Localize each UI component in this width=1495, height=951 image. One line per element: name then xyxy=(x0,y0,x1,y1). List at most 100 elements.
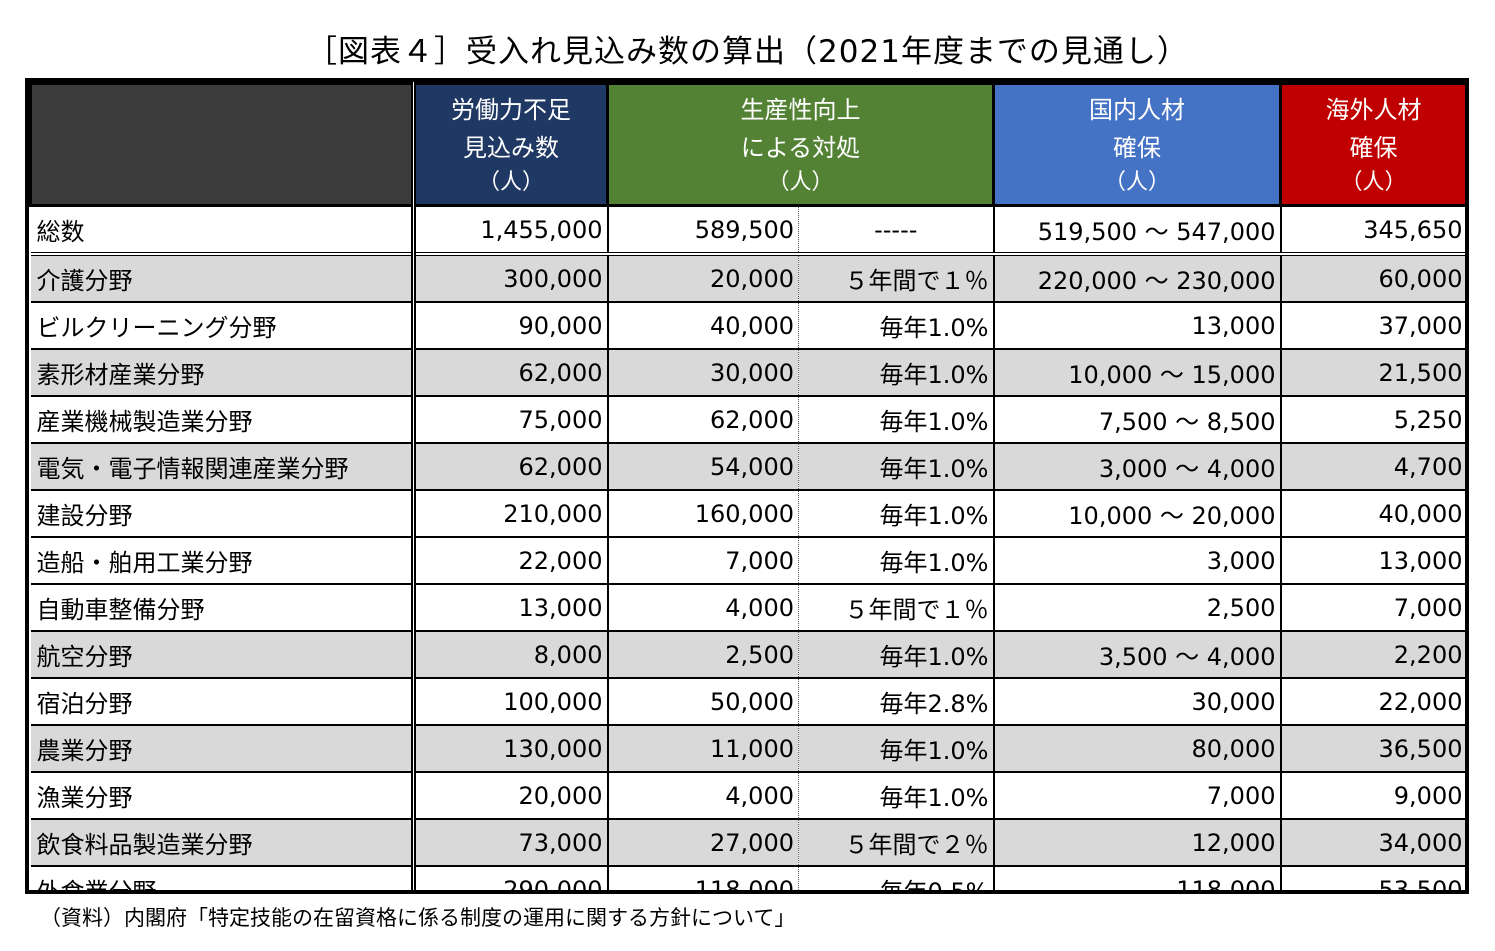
row-name-cell: 自動車整備分野 xyxy=(30,584,416,632)
table-row: 飲食料品製造業分野 73,000 27,000 ５年間で２％ 12,000 34,000 xyxy=(30,819,1465,867)
labor-shortage-cell: 1,455,000 xyxy=(412,205,608,256)
table-row: 外食業分野 290,000 118,000 毎年0.5% 118,000 53,500 xyxy=(30,866,1465,894)
domestic-cell: 12,000 xyxy=(992,819,1281,867)
domestic-cell: 3,000 ～ 4,000 xyxy=(992,443,1281,491)
header-productivity-line1: 生産性向上 xyxy=(740,95,861,124)
overseas-cell: 7,000 xyxy=(1279,584,1465,632)
productivity-value-cell: 30,000 xyxy=(606,349,799,397)
labor-shortage-cell: 62,000 xyxy=(412,349,608,397)
productivity-rate-cell: 毎年1.0% xyxy=(798,396,994,444)
overseas-cell: 345,650 xyxy=(1279,205,1465,256)
overseas-cell: 13,000 xyxy=(1279,537,1465,585)
header-overseas: 海外人材 確保 （人） xyxy=(1279,82,1465,207)
productivity-value-cell: 20,000 xyxy=(606,254,799,303)
table-row: 航空分野 8,000 2,500 毎年1.0% 3,500 ～ 4,000 2,200 xyxy=(30,631,1465,679)
domestic-cell: 3,500 ～ 4,000 xyxy=(992,631,1281,679)
labor-shortage-cell: 73,000 xyxy=(412,819,608,867)
productivity-rate-cell: ----- xyxy=(798,205,994,256)
row-name-cell: 電気・電子情報関連産業分野 xyxy=(30,443,416,491)
overseas-cell: 2,200 xyxy=(1279,631,1465,679)
row-name-cell: 漁業分野 xyxy=(30,772,416,820)
productivity-rate-cell: ５年間で２％ xyxy=(798,819,994,867)
domestic-cell: 10,000 ～ 20,000 xyxy=(992,490,1281,538)
table-row: 産業機械製造業分野 75,000 62,000 毎年1.0% 7,500 ～ 8,500… xyxy=(30,396,1465,444)
header-domestic-line1: 国内人材 xyxy=(1089,95,1185,124)
overseas-cell: 22,000 xyxy=(1279,678,1465,726)
data-table-frame: 労働力不足 見込み数 （人） 生産性向上 による対処 （人） 国内人材 確保 （… xyxy=(25,78,1469,894)
row-name-cell: 産業機械製造業分野 xyxy=(30,396,416,444)
row-name-cell: ビルクリーニング分野 xyxy=(30,302,416,350)
productivity-rate-cell: 毎年0.5% xyxy=(879,878,989,894)
productivity-rate-cell: 毎年1.0% xyxy=(798,772,994,820)
table-row-total: 総数 1,455,000 589,500 ----- 519,500 ～ 547,000… xyxy=(30,205,1465,256)
table-row: 漁業分野 20,000 4,000 毎年1.0% 7,000 9,000 xyxy=(30,772,1465,820)
productivity-value-cell: 54,000 xyxy=(606,443,799,491)
header-overseas-line1: 海外人材 xyxy=(1325,95,1422,124)
productivity-rate-cell: 毎年2.8% xyxy=(798,678,994,726)
productivity-value-cell: 2,500 xyxy=(606,631,799,679)
overseas-cell: 34,000 xyxy=(1279,819,1465,867)
table-row: 介護分野 300,000 20,000 ５年間で１％ 220,000 ～ 230,000… xyxy=(30,254,1465,303)
domestic-cell: 519,500 ～ 547,000 xyxy=(992,205,1281,256)
productivity-value-cell: 50,000 xyxy=(606,678,799,726)
productivity-value-cell: 27,000 xyxy=(606,819,799,867)
overseas-cell: 9,000 xyxy=(1279,772,1465,820)
domestic-cell: 220,000 ～ 230,000 xyxy=(992,254,1281,303)
overseas-cell: 36,500 xyxy=(1279,725,1465,773)
productivity-rate-cell: 毎年1.0% xyxy=(798,631,994,679)
chart-title: ［図表４］受入れ見込み数の算出（2021年度までの見通し） xyxy=(306,34,1189,70)
overseas-cell: 40,000 xyxy=(1279,490,1465,538)
productivity-value-cell: 160,000 xyxy=(606,490,799,538)
domestic-cell: 80,000 xyxy=(992,725,1281,773)
header-labor-line2: 見込み数 xyxy=(463,133,559,162)
productivity-rate-cell: 毎年1.0% xyxy=(798,490,994,538)
domestic-cell: 7,500 ～ 8,500 xyxy=(992,396,1281,444)
productivity-rate-cell: 毎年1.0% xyxy=(798,349,994,397)
productivity-value-cell: 7,000 xyxy=(606,537,799,585)
header-productivity-line2: による対処 xyxy=(740,133,861,162)
productivity-rate-cell: 毎年1.0% xyxy=(798,443,994,491)
header-labor-unit: （人） xyxy=(477,169,544,195)
header-overseas-line2: 確保 xyxy=(1349,133,1398,162)
table-row: 宿泊分野 100,000 50,000 毎年2.8% 30,000 22,000 xyxy=(30,678,1465,726)
table-body: 総数 1,455,000 589,500 ----- 519,500 ～ 547,000… xyxy=(30,205,1465,894)
productivity-rate-cell: 毎年1.0% xyxy=(798,302,994,350)
header-productivity-unit: （人） xyxy=(767,169,834,195)
productivity-value-cell: 118,000 xyxy=(606,866,799,890)
table-row: 農業分野 130,000 11,000 毎年1.0% 80,000 36,500 xyxy=(30,725,1465,773)
productivity-rate-cell: ５年間で１％ xyxy=(798,584,994,632)
row-name-cell: 素形材産業分野 xyxy=(30,349,416,397)
productivity-value-cell: 589,500 xyxy=(606,205,799,256)
row-name-cell: 造船・舶用工業分野 xyxy=(30,537,416,585)
row-name-cell: 航空分野 xyxy=(30,631,416,679)
row-name-cell: 外食業分野 xyxy=(30,866,416,890)
data-table: 労働力不足 見込み数 （人） 生産性向上 による対処 （人） 国内人材 確保 （… xyxy=(29,82,1465,894)
labor-shortage-cell: 75,000 xyxy=(412,396,608,444)
header-domestic: 国内人材 確保 （人） xyxy=(992,82,1282,207)
domestic-cell: 3,000 xyxy=(992,537,1281,585)
domestic-cell: 2,500 xyxy=(992,584,1281,632)
labor-shortage-cell: 100,000 xyxy=(412,678,608,726)
productivity-value-cell: 11,000 xyxy=(606,725,799,773)
header-blank-cell xyxy=(29,82,416,207)
productivity-rate-cell: 毎年1.0% xyxy=(798,537,994,585)
productivity-value-cell: 4,000 xyxy=(606,772,799,820)
labor-shortage-cell: 290,000 xyxy=(412,866,608,890)
productivity-rate-cell: 毎年1.0% xyxy=(798,725,994,773)
labor-shortage-cell: 130,000 xyxy=(412,725,608,773)
domestic-cell: 7,000 xyxy=(992,772,1281,820)
source-note: （資料）内閣府「特定技能の在留資格に係る制度の運用に関する方針について」 xyxy=(40,906,796,930)
labor-shortage-cell: 20,000 xyxy=(412,772,608,820)
domestic-cell: 10,000 ～ 15,000 xyxy=(992,349,1281,397)
row-name-cell: 建設分野 xyxy=(30,490,416,538)
row-name-cell: 総数 xyxy=(30,205,416,256)
overseas-cell: 4,700 xyxy=(1279,443,1465,491)
header-domestic-unit: （人） xyxy=(1103,169,1170,195)
labor-shortage-cell: 22,000 xyxy=(412,537,608,585)
labor-shortage-cell: 8,000 xyxy=(412,631,608,679)
domestic-cell: 118,000 xyxy=(992,866,1281,890)
overseas-cell: 21,500 xyxy=(1279,349,1465,397)
domestic-cell: 30,000 xyxy=(992,678,1281,726)
header-labor-line1: 労働力不足 xyxy=(451,95,571,124)
labor-shortage-cell: 210,000 xyxy=(412,490,608,538)
